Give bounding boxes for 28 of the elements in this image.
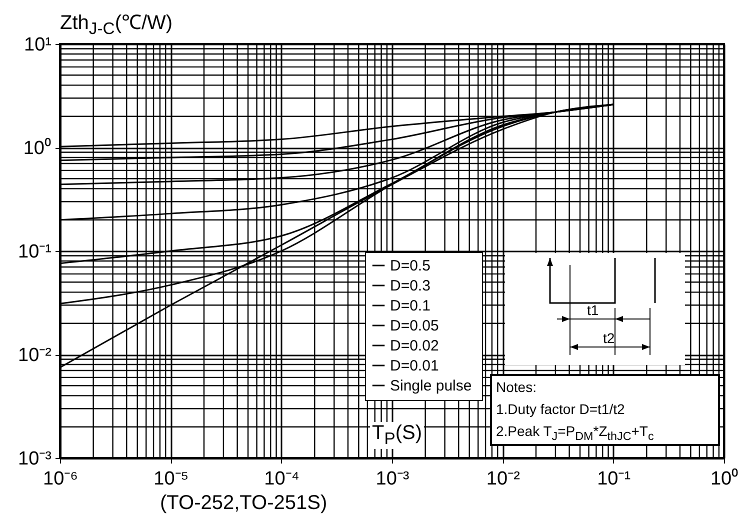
annotation: t2 [603, 330, 615, 346]
legend-label: D=0.05 [390, 318, 439, 334]
legend-label: D=0.02 [390, 338, 439, 354]
x-axis-title: T$_{P}$(S) [370, 422, 424, 449]
annotation: t1 [587, 302, 599, 318]
x-tick-label: 10⁻⁶ [43, 468, 78, 490]
y-tick-label: 10¹ [24, 34, 52, 56]
x-tick-label: 10⁻¹ [597, 468, 631, 490]
x-tick-label: 10⁰ [710, 468, 739, 490]
x-tick-label: 10⁻⁵ [154, 468, 189, 490]
legend-label: D=0.5 [390, 258, 430, 274]
legend-label: D=0.1 [390, 298, 430, 314]
annotation: 2.Peak T$_{J}$=P$_{DM}$*Z$_{thJC}$+T$_{c}$ [496, 422, 655, 445]
y-tick-label: 10⁻³ [18, 448, 52, 470]
y-tick-label: 10⁻² [18, 345, 52, 366]
y-tick-label: 10⁰ [23, 137, 52, 159]
x-tick-label: 10⁻² [486, 468, 520, 490]
x-tick-label: 10⁻³ [376, 468, 410, 490]
annotation: Notes: [496, 378, 538, 397]
notes-box: Notes: 1.Duty factor D=t1/t2 2.Peak T$_{J}$=P$_{DM}$*Z$_{thJC}$+T$_{c}$ [490, 374, 720, 446]
annotation: 1.Duty factor D=t1/t2 [496, 400, 626, 419]
x-tick-label: 10⁻⁴ [264, 468, 300, 490]
legend-label: Single pulse [390, 378, 472, 394]
text: (TO-252,TO-251S) [160, 492, 328, 515]
legend-label: D=0.01 [390, 358, 439, 374]
legend-label: D=0.3 [390, 278, 430, 294]
y-tick-label: 10⁻¹ [18, 242, 52, 262]
y-axis-title: Zth$_{J-C}$(℃/W) [60, 11, 173, 39]
